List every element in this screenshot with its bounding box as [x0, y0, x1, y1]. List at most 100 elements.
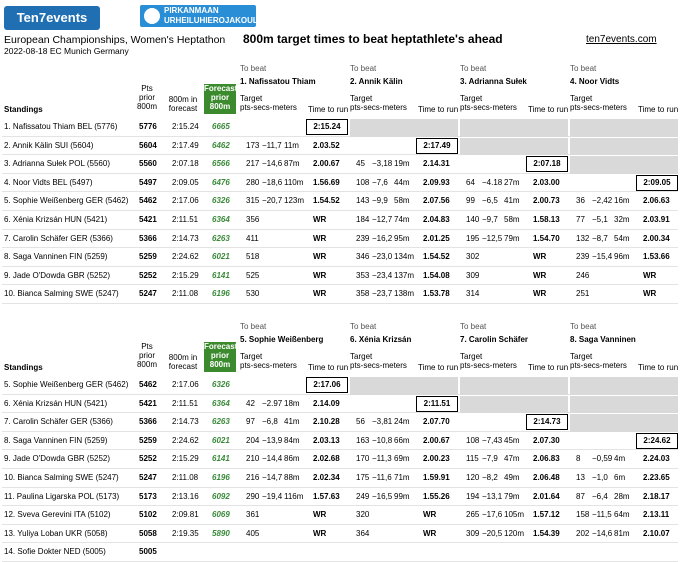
forecast-header: Forecast prior 800m [204, 84, 237, 114]
blank-cell [350, 377, 458, 395]
time-to-run: WR [313, 233, 327, 243]
target-meters: 105m [504, 510, 525, 520]
time-to-run-label: Time to run [638, 105, 679, 114]
to-beat-label: To beat [350, 322, 377, 331]
time-to-run-label: Time to run [308, 363, 349, 372]
time-800: 2:11.08 [172, 289, 199, 299]
target-secs: −10,8 [372, 435, 393, 445]
target-pts: 140 [466, 215, 480, 224]
time-to-run: 1.54.08 [423, 270, 450, 280]
time-to-run: WR [313, 215, 327, 224]
target-pts: 77 [576, 215, 585, 224]
time-to-run: 1.56.69 [313, 177, 340, 187]
forecast-pts: 6196 [212, 473, 230, 482]
time-to-run: 2.03.91 [643, 215, 670, 224]
target-meters: 24m [394, 417, 410, 427]
target-label: Target [350, 94, 373, 103]
target-pts: 302 [466, 252, 480, 262]
row-divider [2, 468, 678, 469]
athlete-name: 10. Bianca Salming SWE (5247) [4, 473, 119, 482]
target-meters: 116m [284, 491, 304, 501]
athlete-name: 7. Carolin Schäfer GER (5366) [4, 233, 113, 243]
athlete-name: 6. Xénia Krizsán HUN (5421) [4, 398, 108, 408]
target-pts: 108 [466, 435, 480, 445]
athlete-name: 10. Bianca Salming SWE (5247) [4, 289, 119, 299]
pts-prior: 5252 [139, 454, 157, 464]
time-to-run: 2.02.68 [313, 454, 340, 464]
target-meters: 4m [614, 454, 626, 464]
target-meters: 11m [284, 140, 299, 150]
pirkanmaan-logo: PIRKANMAAN URHEILUHIEROJAKOULU [140, 5, 264, 27]
target-pts: 314 [466, 289, 480, 299]
target-secs: −7,9 [482, 454, 498, 464]
time-to-run: 2.04.83 [423, 215, 450, 224]
to-beat-label: To beat [570, 64, 597, 73]
time-to-run: 1.58.13 [533, 215, 560, 224]
blank-cell [570, 119, 678, 137]
target-label: Target [460, 94, 483, 103]
blank-cell [570, 395, 678, 414]
target-meters: 19m [394, 159, 410, 169]
to-beat-label: To beat [240, 64, 267, 73]
target-secs: −7,6 [372, 177, 388, 187]
target-label: Target [240, 94, 263, 103]
page-title: 800m target times to beat heptathlete's … [243, 32, 503, 46]
target-meters: 86m [284, 454, 300, 464]
target-meters: 74m [394, 215, 410, 224]
target-secs: −12,5 [482, 233, 503, 243]
blank-cell [460, 137, 568, 156]
site-link[interactable]: ten7events.com [586, 34, 657, 45]
target-pts: 315 [246, 196, 260, 206]
blank-cell [460, 119, 568, 137]
time-800: 2:11.51 [172, 215, 199, 224]
pts-secs-label: pts-secs-meters [240, 361, 297, 370]
target-athlete: 3. Adrianna Sułek [460, 77, 527, 86]
target-highlight: 2:09.05 [636, 174, 678, 191]
time-to-run: 2.06.63 [643, 196, 670, 206]
time-800: 2:24.62 [172, 435, 199, 445]
target-secs: −6,8 [262, 417, 278, 427]
row-divider [2, 542, 678, 544]
blank-cell [460, 377, 568, 395]
time-800: 2:13.16 [172, 491, 199, 501]
athlete-name: 12. Sveva Gerevini ITA (5102) [4, 510, 111, 520]
row-divider [2, 191, 678, 193]
forecast-pts: 6364 [212, 398, 230, 408]
target-secs: −17,6 [482, 510, 503, 520]
target-pts: 99 [466, 196, 475, 206]
pts-prior: 5102 [139, 510, 157, 520]
forecast-pts: 6196 [212, 289, 230, 299]
time-to-run-label: Time to run [308, 105, 349, 114]
target-secs: −18,6 [262, 177, 283, 187]
target-pts: 346 [356, 252, 370, 262]
time-to-run: 2.03.52 [313, 140, 340, 150]
target-secs: −7,43 [482, 435, 503, 445]
time-to-run: WR [533, 252, 547, 262]
forecast-pts: 6069 [212, 510, 230, 520]
target-pts: 216 [246, 473, 260, 482]
time-to-run: 1.54.52 [423, 252, 450, 262]
target-secs: −16,2 [372, 233, 393, 243]
target-meters: 110m [284, 177, 304, 187]
time-800: 2:09.05 [172, 177, 199, 187]
target-secs: −23,7 [372, 289, 393, 299]
target-highlight: 2:17.06 [306, 377, 348, 393]
target-label: Target [350, 352, 373, 361]
target-meters: 79m [504, 491, 520, 501]
target-secs: −23,4 [372, 270, 393, 280]
athlete-name: 13. Yuliya Loban UKR (5058) [4, 528, 108, 538]
target-highlight: 2:15.24 [306, 119, 348, 135]
row-divider [2, 172, 678, 174]
forecast-pts: 6326 [212, 196, 230, 206]
forecast-pts: 6141 [212, 454, 230, 464]
athlete-name: 14. Sofie Dokter NED (5005) [4, 547, 106, 557]
target-secs: −4.18 [482, 177, 503, 187]
time-800: 2:15.24 [172, 122, 199, 131]
forecast-pts: 6263 [212, 233, 230, 243]
to-beat-label: To beat [240, 322, 267, 331]
time-to-run: 2.03.00 [533, 177, 560, 187]
time-to-run: 1.53.78 [423, 289, 450, 299]
target-pts: 251 [576, 289, 590, 299]
target-pts: 64 [466, 177, 475, 187]
athlete-name: 9. Jade O'Dowda GBR (5252) [4, 454, 111, 464]
